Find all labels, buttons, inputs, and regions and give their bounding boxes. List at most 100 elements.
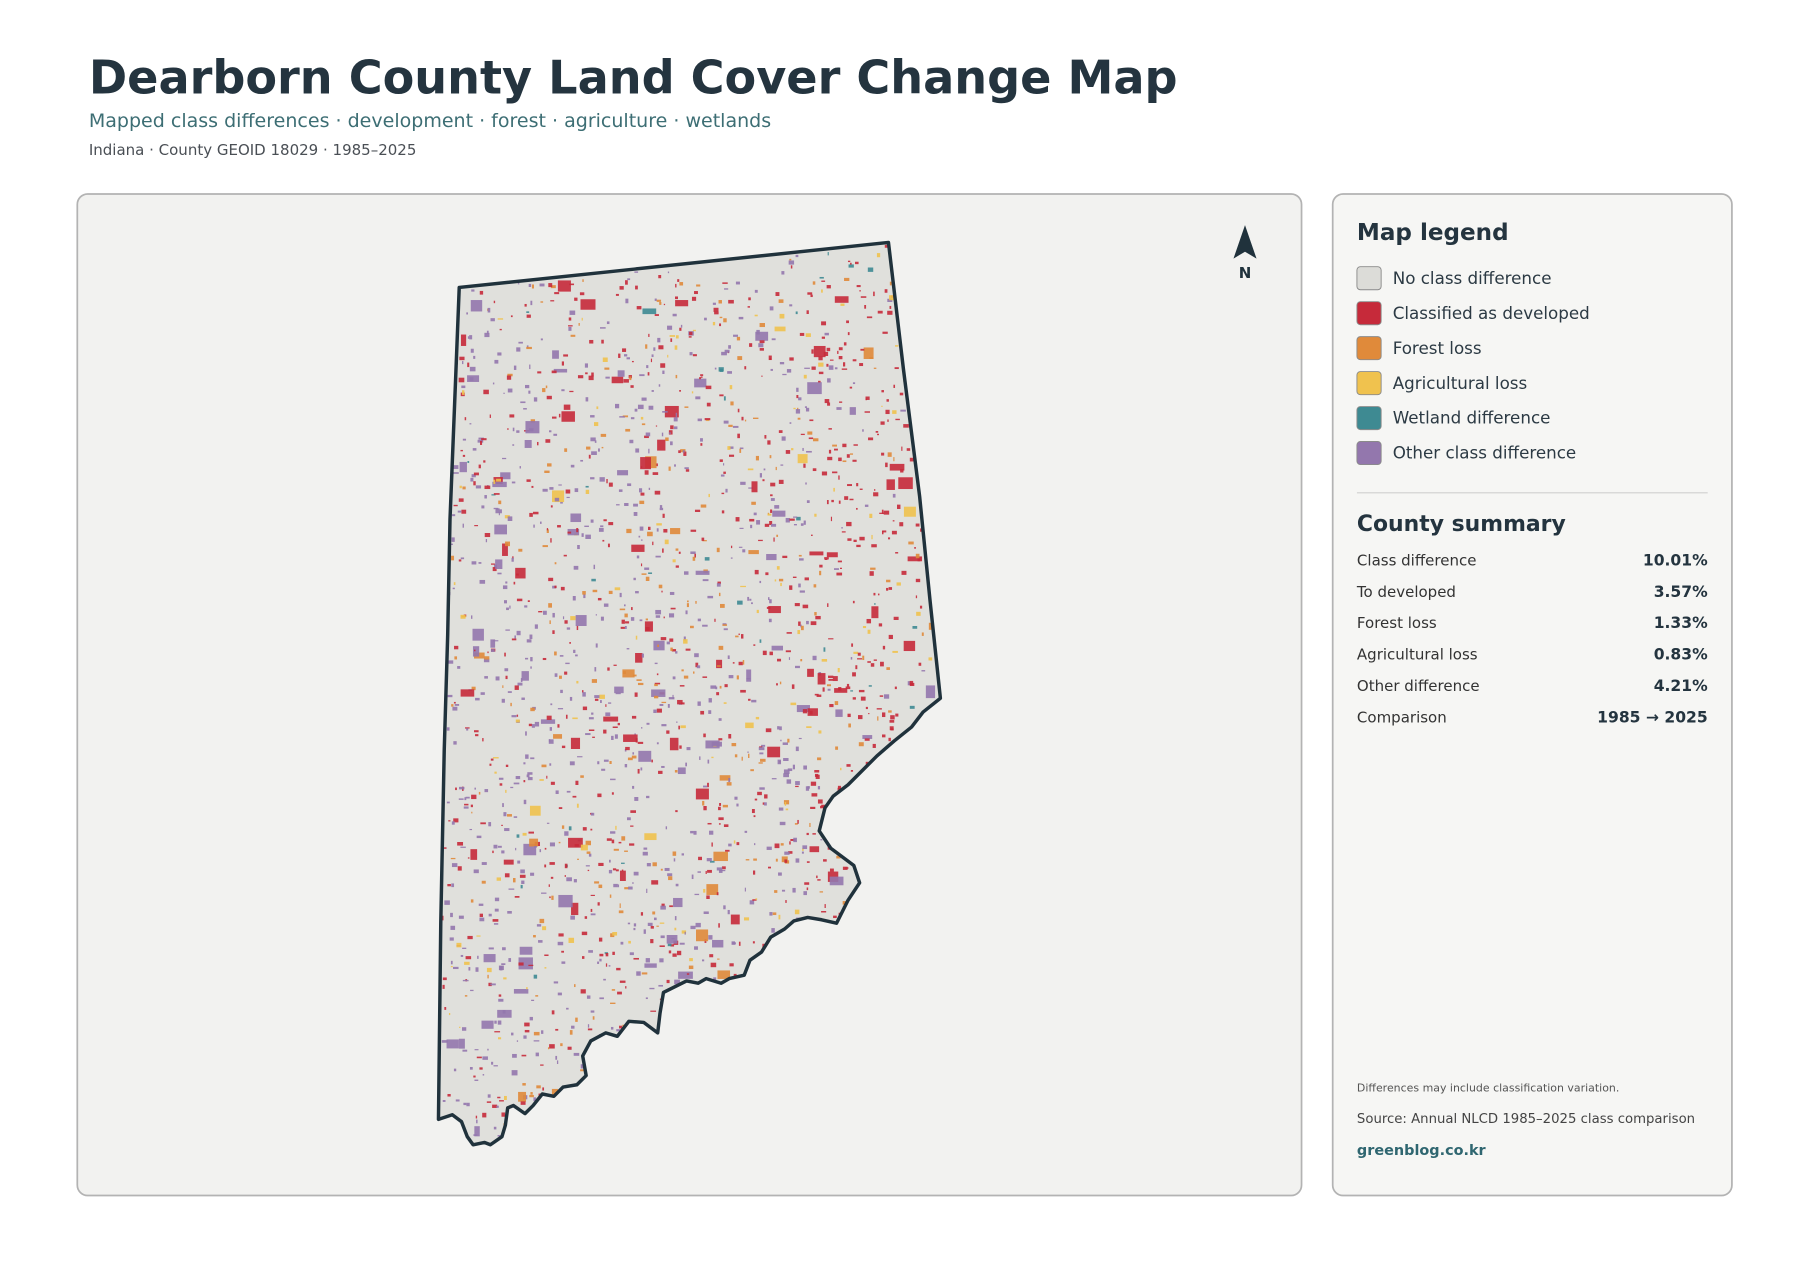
change-patch — [818, 362, 824, 367]
change-patch — [603, 519, 607, 522]
change-patch — [502, 585, 508, 590]
change-patch — [677, 767, 686, 775]
change-patch — [795, 254, 799, 258]
change-patch — [908, 541, 914, 545]
change-patch — [490, 639, 496, 648]
change-patch — [566, 496, 570, 499]
change-patch — [469, 828, 473, 831]
change-patch — [503, 977, 507, 980]
change-patch — [481, 862, 487, 865]
change-patch — [558, 413, 561, 418]
change-patch — [617, 370, 625, 377]
change-patch — [526, 346, 532, 350]
change-patch — [796, 516, 801, 521]
change-patch — [757, 791, 762, 796]
change-patch — [724, 288, 729, 290]
change-patch — [582, 591, 586, 595]
change-patch — [566, 790, 571, 793]
change-patch — [785, 650, 791, 653]
change-patch — [542, 657, 547, 661]
change-patch — [694, 893, 700, 896]
change-patch — [450, 857, 456, 860]
change-patch — [662, 411, 668, 413]
change-patch — [507, 428, 509, 430]
change-patch — [654, 490, 661, 495]
change-patch — [850, 262, 852, 265]
change-patch — [749, 343, 753, 347]
change-patch — [838, 356, 843, 360]
change-patch — [655, 615, 661, 618]
change-patch — [601, 339, 604, 344]
change-patch — [873, 659, 877, 661]
change-patch — [727, 446, 731, 450]
change-patch — [888, 587, 893, 590]
change-patch — [764, 523, 770, 527]
change-patch — [464, 417, 467, 421]
change-patch — [783, 800, 790, 805]
change-patch — [459, 786, 465, 790]
change-patch — [759, 580, 762, 584]
change-patch — [675, 565, 679, 568]
change-patch — [494, 771, 497, 774]
change-patch — [725, 849, 730, 852]
change-patch — [679, 390, 681, 392]
change-patch — [462, 523, 464, 528]
change-patch — [454, 656, 458, 660]
change-patch — [657, 337, 661, 343]
change-patch — [591, 451, 597, 455]
change-patch — [488, 947, 494, 950]
change-patch — [864, 504, 869, 507]
change-patch — [585, 397, 589, 402]
change-patch — [828, 675, 834, 679]
change-patch — [573, 879, 577, 883]
change-patch — [895, 713, 899, 717]
change-patch — [674, 927, 677, 931]
change-patch — [526, 774, 530, 778]
change-patch — [453, 741, 457, 745]
change-patch — [744, 366, 747, 370]
change-patch — [557, 280, 571, 292]
change-patch — [842, 901, 847, 905]
change-patch — [642, 851, 648, 856]
change-patch — [873, 291, 875, 297]
change-patch — [620, 941, 624, 945]
change-patch — [630, 810, 636, 813]
change-patch — [599, 958, 602, 962]
change-patch — [867, 629, 871, 634]
change-patch — [530, 757, 535, 760]
change-patch — [446, 727, 450, 731]
change-patch — [549, 896, 551, 899]
change-patch — [730, 401, 734, 406]
change-patch — [452, 587, 455, 590]
change-patch — [782, 373, 787, 376]
change-patch — [526, 639, 532, 643]
change-patch — [640, 492, 645, 496]
change-patch — [564, 875, 566, 877]
change-patch — [588, 729, 595, 731]
change-patch — [823, 859, 827, 862]
change-patch — [906, 448, 911, 451]
change-patch — [692, 329, 696, 332]
summary-value: 0.83% — [1654, 646, 1708, 664]
change-patch — [746, 678, 751, 680]
change-patch — [823, 351, 829, 356]
change-patch — [664, 405, 679, 418]
change-patch — [813, 584, 817, 588]
change-patch — [526, 479, 531, 482]
change-patch — [474, 1049, 479, 1051]
change-patch — [505, 629, 510, 631]
change-patch — [493, 507, 499, 510]
change-patch — [570, 334, 576, 337]
change-patch — [540, 719, 556, 724]
change-patch — [543, 610, 547, 615]
change-patch — [859, 290, 861, 292]
change-patch — [533, 935, 536, 938]
change-patch — [668, 697, 675, 700]
change-patch — [457, 866, 462, 871]
change-patch — [859, 363, 864, 367]
change-patch — [560, 1043, 563, 1047]
change-patch — [618, 353, 621, 358]
change-patch — [633, 512, 638, 516]
legend-swatch — [1356, 336, 1382, 361]
